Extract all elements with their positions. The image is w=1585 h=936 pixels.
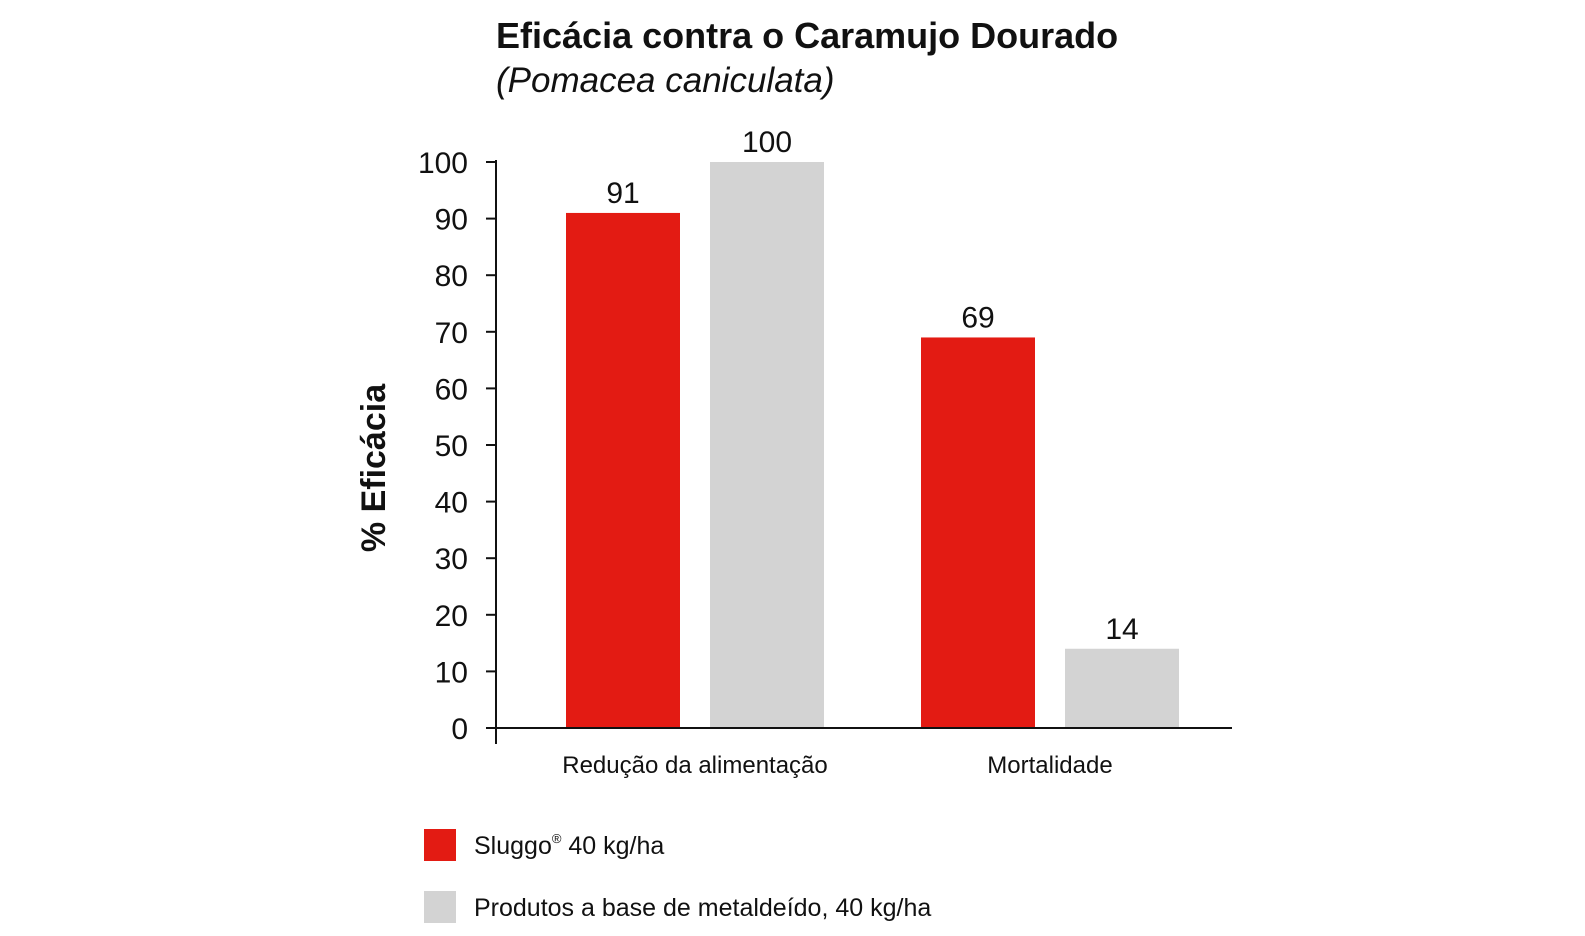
chart-title: Eficácia contra o Caramujo Dourado xyxy=(496,15,1118,56)
x-category-label: Mortalidade xyxy=(987,752,1112,779)
bar xyxy=(1065,648,1179,728)
y-tick-label: 40 xyxy=(435,487,468,520)
bar xyxy=(710,162,824,728)
y-tick-label: 100 xyxy=(418,147,468,180)
bar-value-label: 91 xyxy=(606,177,639,210)
bar-value-label: 14 xyxy=(1105,613,1138,646)
category-labels: Redução da alimentação Mortalidade xyxy=(562,752,1112,779)
bar xyxy=(921,337,1035,728)
bar-value-label: 100 xyxy=(742,126,792,159)
y-tick-label: 30 xyxy=(435,543,468,576)
legend-label-metaldeido: Produtos a base de metaldeído, 40 kg/ha xyxy=(474,894,931,922)
legend-swatch-metaldeido xyxy=(424,891,456,923)
chart-subtitle: (Pomacea caniculata) xyxy=(496,61,835,100)
legend: Sluggo® 40 kg/ha Produtos a base de meta… xyxy=(424,829,931,923)
legend-label-sluggo: Sluggo® 40 kg/ha xyxy=(474,831,664,860)
data-labels: 91 100 69 14 xyxy=(606,126,1138,646)
y-tick-label: 90 xyxy=(435,204,468,237)
y-tick-label: 10 xyxy=(435,656,468,689)
x-category-label: Redução da alimentação xyxy=(562,752,828,779)
bar-value-label: 69 xyxy=(961,301,994,334)
y-tick-label: 70 xyxy=(435,317,468,350)
y-tick-label: 60 xyxy=(435,373,468,406)
bar xyxy=(566,212,680,728)
y-tick-label: 0 xyxy=(451,713,468,746)
legend-swatch-sluggo xyxy=(424,829,456,861)
bars xyxy=(566,162,1179,728)
y-tick-label: 20 xyxy=(435,600,468,633)
y-axis-label: % Eficácia xyxy=(355,383,393,552)
y-axis-ticks: 0 10 20 30 40 50 60 70 80 90 100 xyxy=(418,147,496,746)
y-tick-label: 50 xyxy=(435,430,468,463)
y-tick-label: 80 xyxy=(435,260,468,293)
